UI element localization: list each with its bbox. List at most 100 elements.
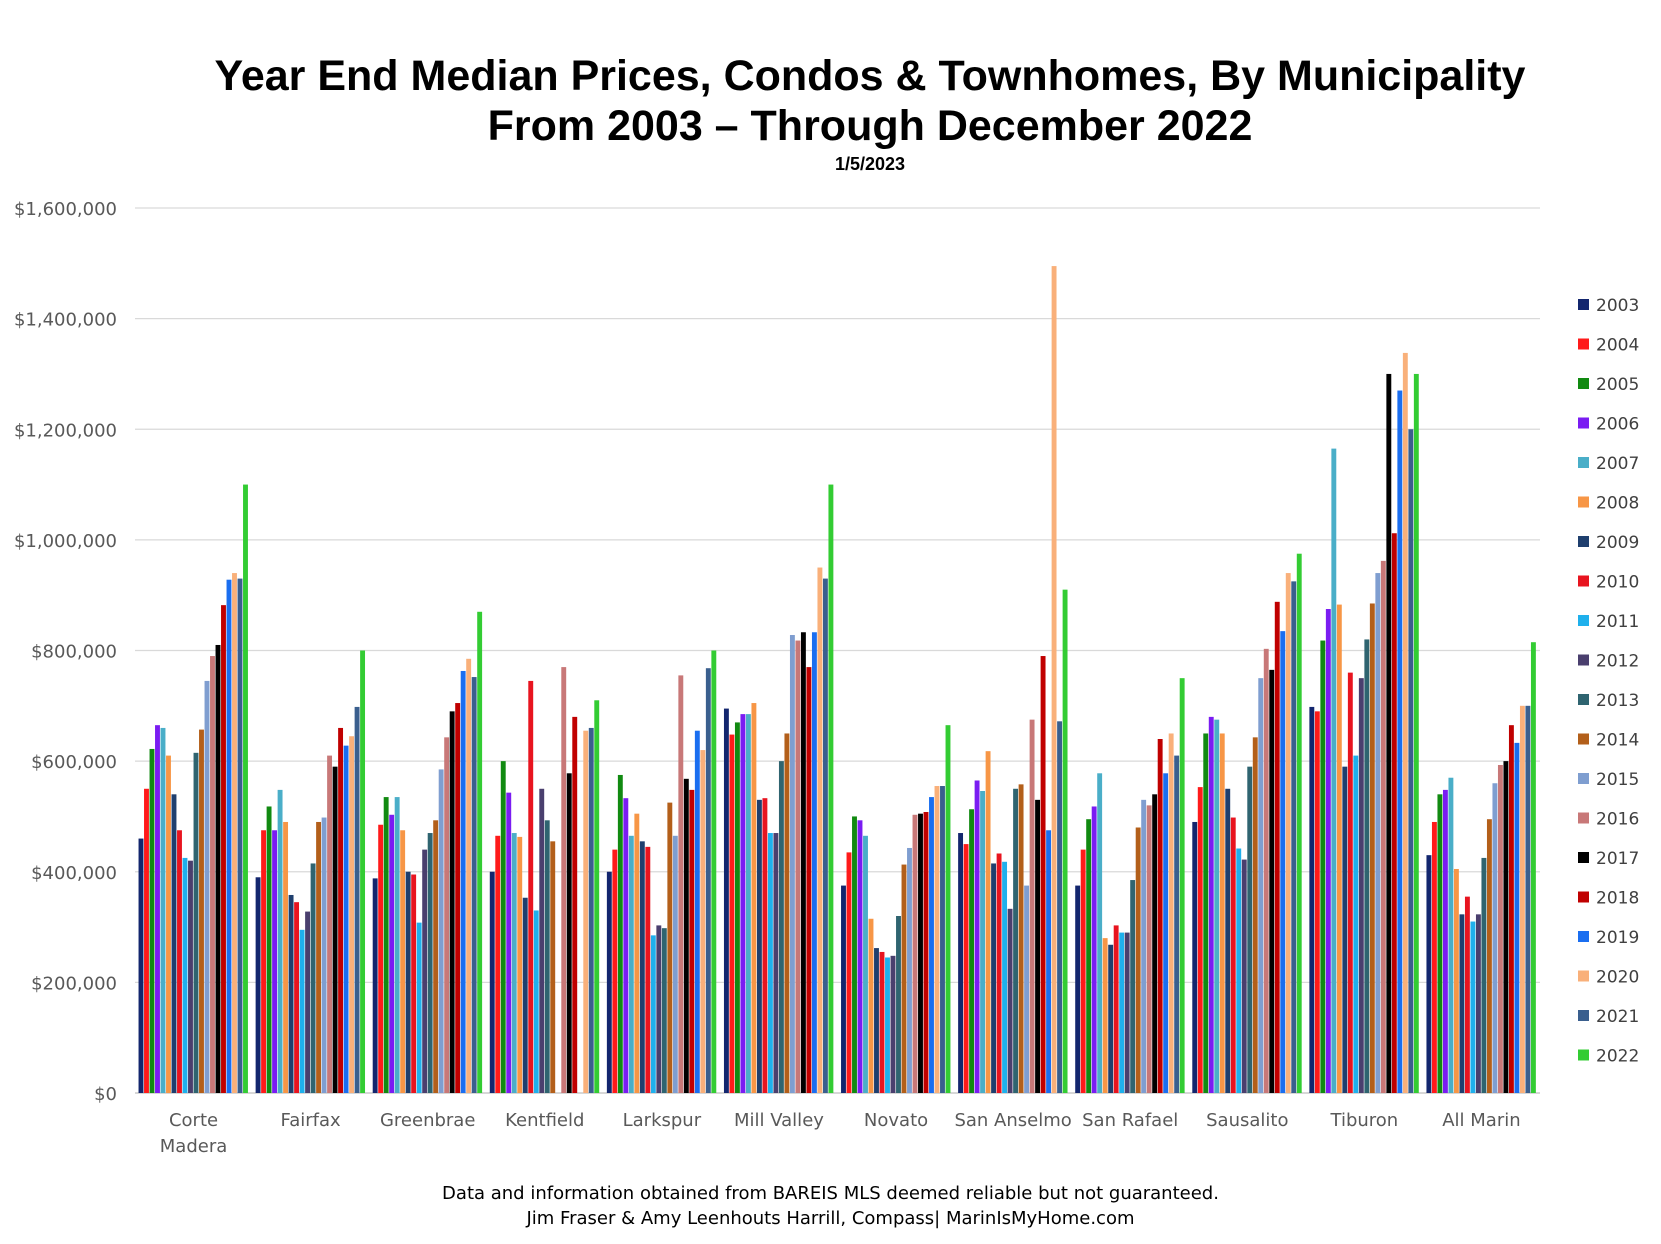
bar [1508, 725, 1514, 1093]
chart-subtitle: From 2003 – Through December 2022 [487, 102, 1253, 150]
x-tick-label: Novato [864, 1110, 928, 1131]
legend-swatch [1578, 457, 1589, 468]
bar [1168, 733, 1174, 1093]
bar [734, 722, 740, 1093]
bar [1413, 373, 1419, 1093]
bar [1470, 921, 1476, 1093]
bar [383, 797, 389, 1093]
legend-label: 2009 [1596, 533, 1639, 553]
bar [929, 797, 934, 1093]
bar [672, 835, 678, 1093]
legend-swatch [1578, 812, 1589, 824]
bar [762, 798, 768, 1093]
bar [1119, 932, 1125, 1093]
legend-swatch [1578, 536, 1589, 547]
bar [283, 821, 289, 1093]
bar [874, 948, 879, 1093]
bar [634, 813, 640, 1093]
y-tick-label: $400,000 [31, 863, 117, 884]
bar [177, 830, 182, 1093]
bar [1314, 711, 1320, 1093]
bar [1225, 788, 1231, 1093]
legend-label: 2019 [1596, 928, 1639, 948]
bar [1002, 861, 1008, 1093]
bar [1448, 777, 1454, 1093]
bar [1391, 533, 1397, 1093]
bar [1247, 766, 1253, 1093]
bar [963, 844, 969, 1093]
bar [400, 830, 406, 1093]
bar [1080, 849, 1086, 1093]
bar [683, 778, 689, 1093]
bar [890, 955, 896, 1093]
bar [221, 605, 226, 1093]
bar [1431, 821, 1437, 1093]
bar [444, 737, 450, 1093]
bar [907, 847, 912, 1093]
bar [1397, 390, 1403, 1093]
bar [299, 929, 305, 1093]
bar [817, 567, 823, 1093]
legend-label: 2014 [1596, 731, 1639, 751]
bar [389, 814, 395, 1093]
bar [354, 706, 360, 1093]
bar [1481, 857, 1487, 1093]
bar [700, 750, 706, 1093]
bar [232, 573, 237, 1093]
bar [588, 727, 594, 1093]
bar [756, 799, 762, 1093]
bar [645, 846, 651, 1093]
bar [1130, 880, 1136, 1093]
bar [1051, 266, 1057, 1093]
bar [511, 833, 517, 1093]
bar [255, 877, 261, 1093]
bar [500, 761, 506, 1093]
bar [991, 863, 997, 1093]
legend-label: 2015 [1596, 770, 1639, 790]
bar [822, 578, 828, 1093]
bar [958, 833, 964, 1093]
bar [811, 632, 817, 1093]
legend-label: 2008 [1596, 494, 1639, 514]
bar [1057, 721, 1063, 1093]
bar [294, 902, 300, 1093]
x-tick-label: Corte Madera [160, 1110, 228, 1157]
x-tick-label: Mill Valley [734, 1110, 824, 1131]
bar [378, 824, 384, 1093]
bar [800, 632, 806, 1093]
bar [1380, 560, 1386, 1093]
bar [789, 635, 795, 1093]
bar [1503, 761, 1509, 1093]
bar [828, 484, 834, 1093]
bar [923, 812, 929, 1093]
bar [1174, 755, 1180, 1093]
bar [266, 806, 272, 1093]
bar [689, 789, 695, 1093]
bar [237, 578, 243, 1093]
bar [394, 797, 400, 1093]
bar [1280, 631, 1286, 1093]
bar [945, 725, 951, 1093]
y-tick-label: $0 [94, 1084, 117, 1105]
y-tick-label: $600,000 [31, 752, 117, 773]
y-tick-label: $200,000 [31, 973, 117, 994]
bar [1353, 755, 1359, 1093]
chart-date: 1/5/2023 [834, 154, 906, 174]
bar [628, 835, 634, 1093]
bar [210, 656, 215, 1093]
bar [1514, 742, 1520, 1093]
bar [711, 650, 717, 1093]
bar [1486, 819, 1492, 1093]
bar [1135, 827, 1141, 1093]
bar [1453, 868, 1459, 1093]
bar [778, 761, 784, 1093]
bar [1426, 855, 1432, 1093]
bar [360, 650, 366, 1093]
bar [846, 852, 852, 1093]
bar [918, 813, 923, 1093]
bar [1152, 794, 1158, 1093]
bar [934, 786, 940, 1093]
legend-swatch [1578, 299, 1589, 310]
